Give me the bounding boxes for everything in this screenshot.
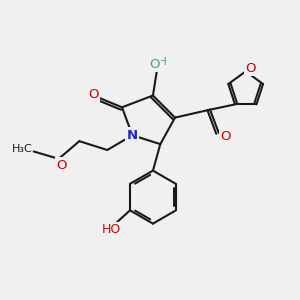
Text: O: O	[149, 58, 160, 71]
Text: HO: HO	[102, 223, 121, 236]
Text: N: N	[127, 129, 138, 142]
Text: O: O	[88, 88, 99, 101]
Text: O: O	[246, 62, 256, 75]
Text: H₃C: H₃C	[11, 144, 32, 154]
Text: H: H	[158, 57, 166, 67]
Text: O: O	[56, 159, 67, 172]
Text: O: O	[220, 130, 230, 143]
